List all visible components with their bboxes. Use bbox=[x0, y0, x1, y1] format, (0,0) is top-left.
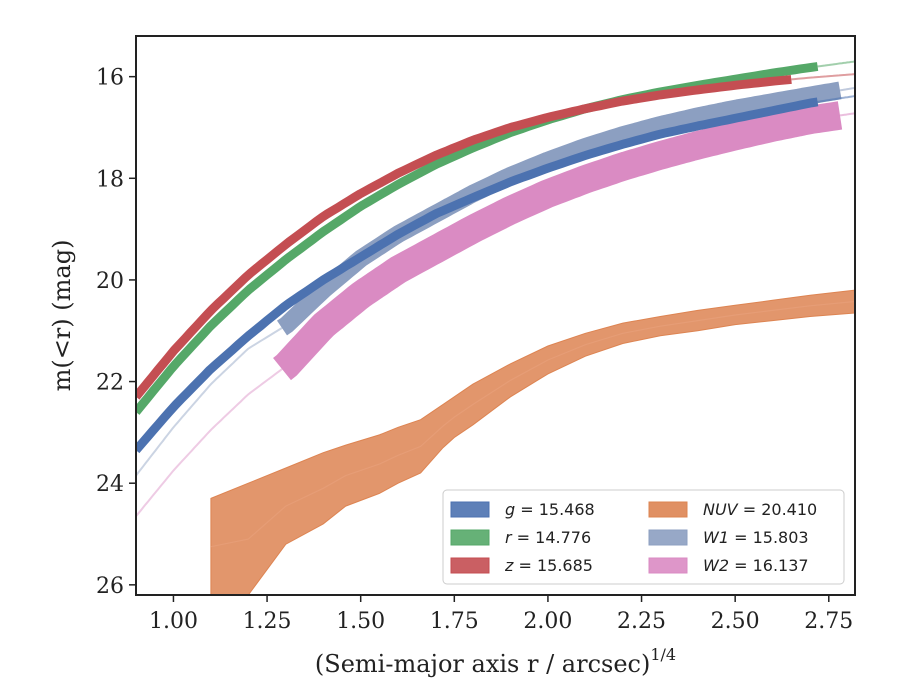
series-line-z bbox=[136, 74, 792, 400]
y-tick-label: 16 bbox=[96, 66, 124, 91]
x-tick-label: 2.00 bbox=[523, 609, 572, 634]
x-tick-label: 1.50 bbox=[336, 609, 385, 634]
x-axis-label: (Semi-major axis r / arcsec)1/4 bbox=[315, 645, 676, 678]
plot-area bbox=[136, 60, 855, 595]
series-line-g bbox=[136, 97, 819, 454]
y-axis-label: m(<r) (mag) bbox=[48, 240, 76, 392]
y-tick-label: 18 bbox=[96, 167, 124, 192]
x-tick-label: 1.25 bbox=[243, 609, 292, 634]
x-tick-label: 2.25 bbox=[617, 609, 666, 634]
legend: g = 15.468 r = 14.776 z = 15.685 NUV = 20.4… bbox=[442, 489, 845, 585]
legend-box bbox=[442, 489, 845, 585]
legend-label-w1: W1 = 15.803 bbox=[703, 528, 809, 547]
legend-swatch-w1 bbox=[648, 529, 688, 546]
x-tick-label: 2.50 bbox=[711, 609, 760, 634]
y-axis: 16 18 20 22 24 26 bbox=[96, 66, 136, 599]
series-extension-end-w2 bbox=[839, 112, 855, 117]
series-line-w2 bbox=[272, 101, 850, 381]
y-tick-label: 22 bbox=[96, 371, 124, 396]
x-axis-label-exponent: 1/4 bbox=[650, 645, 676, 664]
x-tick-label: 1.00 bbox=[149, 609, 198, 634]
legend-label-r: r = 14.776 bbox=[505, 528, 591, 547]
series-extension-end-z bbox=[791, 73, 855, 81]
series-extension-end-g bbox=[817, 95, 855, 103]
series-extension-w2 bbox=[136, 368, 283, 517]
legend-label-w2: W2 = 16.137 bbox=[703, 556, 809, 575]
x-tick-label: 2.75 bbox=[804, 609, 853, 634]
legend-swatch-nuv bbox=[648, 501, 688, 518]
y-tick-label: 26 bbox=[96, 574, 124, 599]
plot-frame bbox=[135, 35, 856, 596]
x-tick-label: 1.75 bbox=[430, 609, 479, 634]
legend-label-g: g = 15.468 bbox=[505, 500, 595, 519]
y-tick-label: 20 bbox=[96, 269, 124, 294]
x-axis-label-text: (Semi-major axis r / arcsec) bbox=[315, 650, 650, 678]
legend-swatch-w2 bbox=[648, 557, 688, 574]
legend-swatch-g bbox=[450, 501, 490, 518]
series-extension-end-w1 bbox=[839, 86, 855, 92]
series-line-r bbox=[136, 62, 819, 415]
x-axis: 1.00 1.25 1.50 1.75 2.00 2.25 2.50 2.75 bbox=[149, 595, 853, 634]
legend-swatch-r bbox=[450, 529, 490, 546]
series-extension-w1 bbox=[136, 327, 283, 477]
legend-swatch-z bbox=[450, 557, 490, 574]
series-extension-end-r bbox=[817, 60, 855, 68]
legend-label-z: z = 15.685 bbox=[504, 556, 593, 575]
series-line-nuv bbox=[210, 300, 855, 548]
legend-label-nuv: NUV = 20.410 bbox=[703, 500, 817, 519]
series-band-nuv bbox=[210, 289, 855, 595]
y-tick-label: 24 bbox=[96, 472, 124, 497]
